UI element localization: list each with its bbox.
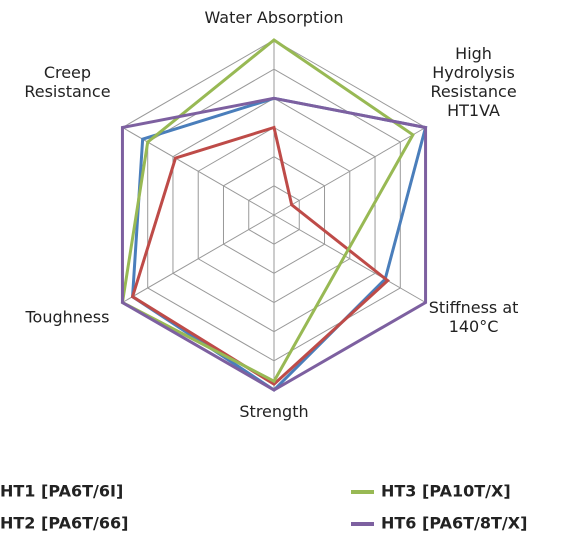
axis-spoke [273,214,426,303]
series-line [130,96,428,392]
legend-label: HT1 [PA6T/6I] [0,482,123,501]
axis-label-line: Hydrolysis [432,63,515,82]
axis-label-line: HT1VA [447,101,500,120]
axis-label: Toughness [24,307,109,326]
axis-label: Creep Resistance [24,63,110,101]
axis-label-line: Resistance [24,82,110,101]
axis-label: Water Absorption [205,8,344,27]
axis-label-line: Water Absorption [205,8,344,27]
legend-label: HT6 [PA6T/8T/X] [381,514,527,533]
axis-spoke [122,214,275,303]
axis-spoke [273,127,426,216]
legend-label: HT3 [PA10T/X] [381,482,511,501]
axis-label-line: Creep [44,63,91,82]
axis-label-line: Strength [239,402,308,421]
axis-label-line: High [455,44,492,63]
axis-label-line: Stiffness at [429,298,519,317]
axis-label: Stiffness at 140°C [429,298,519,336]
axis-label-line: Toughness [24,307,109,326]
series-line [120,38,415,384]
axis-label: Strength [239,402,308,421]
legend-label: HT2 [PA6T/66] [0,514,128,533]
series-line [130,125,390,387]
axis-label-line: 140°C [449,317,499,336]
series-line [120,96,428,392]
axis-label-line: Resistance [430,82,516,101]
axis-label: High Hydrolysis Resistance HT1VA [430,44,516,120]
